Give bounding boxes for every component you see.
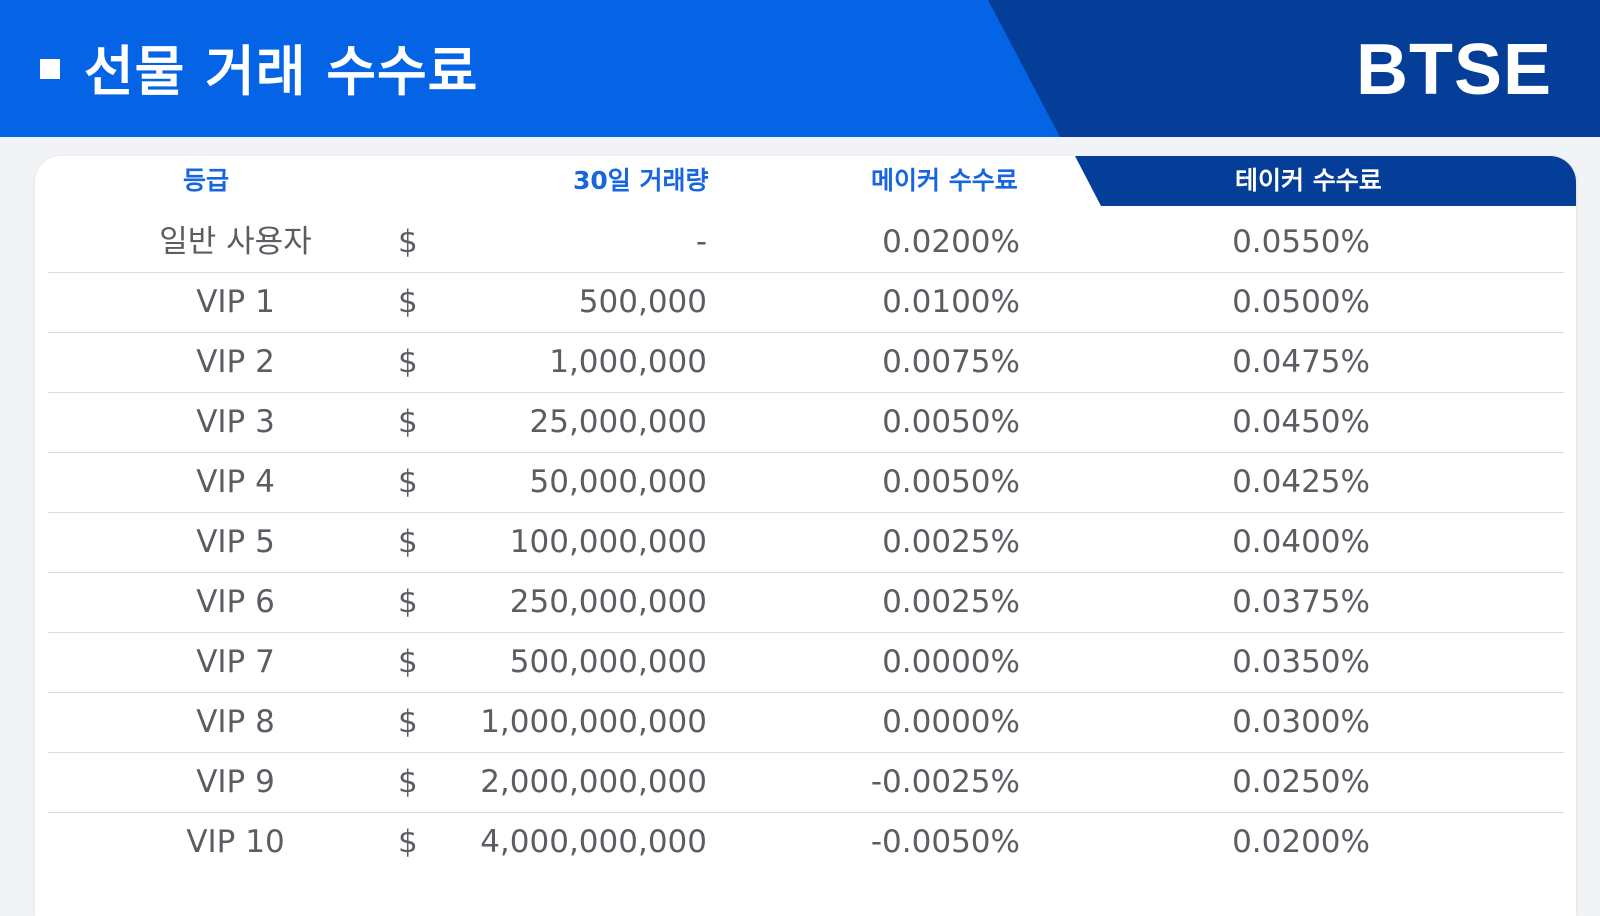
tier-cell: VIP 5 — [196, 524, 275, 560]
banner-dark-section — [988, 0, 1600, 137]
table-row: VIP 6 $250,000,000 0.0025% 0.0375% — [48, 572, 1564, 633]
currency-cell: $ — [398, 404, 418, 440]
table-row: VIP 10 $4,000,000,000 -0.0050% 0.0200% — [48, 812, 1564, 872]
tier-cell: VIP 1 — [196, 284, 275, 320]
table-row: VIP 5 $100,000,000 0.0025% 0.0400% — [48, 512, 1564, 573]
tier-cell: VIP 7 — [196, 644, 275, 680]
volume-cell: - — [695, 224, 707, 260]
fee-table-card: 등급 30일 거래량 메이커 수수료 테이커 수수료 일반 사용자 $ - 0.020… — [35, 156, 1576, 916]
table-row: VIP 8 $1,000,000,000 0.0000% 0.0300% — [48, 692, 1564, 753]
tier-cell: 일반 사용자 — [159, 224, 312, 260]
taker-fee-cell: 0.0425% — [1232, 464, 1370, 500]
tier-cell: VIP 6 — [196, 584, 275, 620]
tier-cell: VIP 3 — [196, 404, 275, 440]
tier-cell: VIP 4 — [196, 464, 275, 500]
header-banner: 선물 거래 수수료 BTSE — [0, 0, 1600, 137]
maker-fee-cell: -0.0025% — [870, 764, 1020, 800]
currency-cell: $ — [398, 704, 418, 740]
tier-cell: VIP 9 — [196, 764, 275, 800]
table-row: VIP 3 $25,000,000 0.0050% 0.0450% — [48, 392, 1564, 453]
maker-fee-cell: -0.0050% — [870, 824, 1020, 860]
header-volume: 30일 거래량 — [573, 166, 709, 195]
header-maker: 메이커 수수료 — [871, 166, 1018, 195]
header-taker: 테이커 수수료 — [1235, 166, 1382, 195]
taker-fee-cell: 0.0550% — [1232, 224, 1370, 260]
volume-cell: 1,000,000 — [549, 344, 707, 380]
maker-fee-cell: 0.0050% — [882, 404, 1020, 440]
volume-cell: 1,000,000,000 — [480, 704, 707, 740]
taker-fee-cell: 0.0200% — [1232, 824, 1370, 860]
taker-fee-cell: 0.0450% — [1232, 404, 1370, 440]
taker-fee-cell: 0.0300% — [1232, 704, 1370, 740]
taker-fee-cell: 0.0500% — [1232, 284, 1370, 320]
taker-fee-cell: 0.0475% — [1232, 344, 1370, 380]
taker-fee-cell: 0.0400% — [1232, 524, 1370, 560]
table-row: VIP 9 $2,000,000,000 -0.0025% 0.0250% — [48, 752, 1564, 813]
table-row: VIP 7 $500,000,000 0.0000% 0.0350% — [48, 632, 1564, 693]
volume-cell: 500,000 — [578, 284, 707, 320]
header-tier: 등급 — [183, 166, 230, 195]
volume-cell: 50,000,000 — [529, 464, 708, 500]
currency-cell: $ — [398, 284, 418, 320]
taker-header-tab — [1075, 156, 1576, 206]
tier-cell: VIP 10 — [186, 824, 285, 860]
table-row: 일반 사용자 $ - 0.0200% 0.0550% — [48, 212, 1564, 273]
square-bullet-icon — [40, 59, 60, 79]
currency-cell: $ — [398, 824, 418, 860]
table-row: VIP 2 $1,000,000 0.0075% 0.0475% — [48, 332, 1564, 393]
maker-fee-cell: 0.0000% — [882, 704, 1020, 740]
taker-fee-cell: 0.0350% — [1232, 644, 1370, 680]
table-row: VIP 4 $50,000,000 0.0050% 0.0425% — [48, 452, 1564, 513]
maker-fee-cell: 0.0100% — [882, 284, 1020, 320]
currency-cell: $ — [398, 224, 418, 260]
volume-cell: 100,000,000 — [509, 524, 707, 560]
volume-cell: 25,000,000 — [529, 404, 708, 440]
volume-cell: 500,000,000 — [509, 644, 707, 680]
currency-cell: $ — [398, 344, 418, 380]
currency-cell: $ — [398, 584, 418, 620]
volume-cell: 4,000,000,000 — [480, 824, 707, 860]
maker-fee-cell: 0.0000% — [882, 644, 1020, 680]
volume-cell: 250,000,000 — [509, 584, 707, 620]
maker-fee-cell: 0.0075% — [882, 344, 1020, 380]
title-wrap: 선물 거래 수수료 — [40, 30, 478, 103]
tier-cell: VIP 8 — [196, 704, 275, 740]
taker-fee-cell: 0.0375% — [1232, 584, 1370, 620]
currency-cell: $ — [398, 644, 418, 680]
currency-cell: $ — [398, 524, 418, 560]
volume-cell: 2,000,000,000 — [480, 764, 707, 800]
maker-fee-cell: 0.0200% — [882, 224, 1020, 260]
table-row: VIP 1 $500,000 0.0100% 0.0500% — [48, 272, 1564, 333]
tier-cell: VIP 2 — [196, 344, 275, 380]
page-title: 선물 거래 수수료 — [84, 39, 479, 103]
currency-cell: $ — [398, 764, 418, 800]
btse-logo: BTSE — [1355, 30, 1552, 110]
taker-fee-cell: 0.0250% — [1232, 764, 1370, 800]
maker-fee-cell: 0.0025% — [882, 584, 1020, 620]
maker-fee-cell: 0.0050% — [882, 464, 1020, 500]
maker-fee-cell: 0.0025% — [882, 524, 1020, 560]
currency-cell: $ — [398, 464, 418, 500]
